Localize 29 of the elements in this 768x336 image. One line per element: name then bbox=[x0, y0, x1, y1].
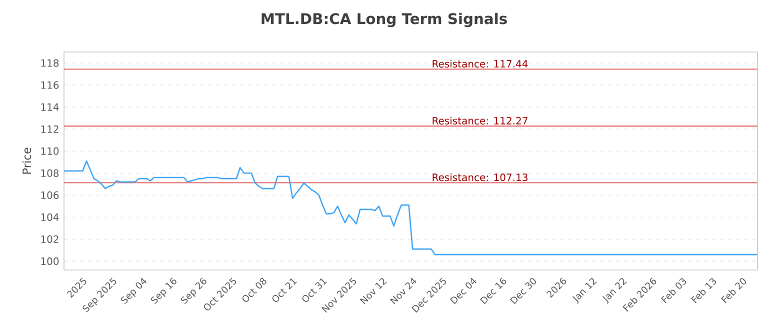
ref-line-label: Resistance: 117.44 bbox=[432, 60, 528, 68]
x-tick-label: Jan 22 bbox=[602, 278, 627, 304]
y-tick-label: 114 bbox=[41, 103, 59, 111]
y-tick-label: 116 bbox=[41, 81, 59, 89]
x-tick-label: Oct 21 bbox=[272, 278, 297, 302]
x-tick-label: Feb 03 bbox=[661, 278, 686, 304]
y-tick-label: 108 bbox=[41, 169, 59, 177]
x-tick-label: Sep 26 bbox=[180, 278, 206, 304]
x-tick-label: Jan 12 bbox=[572, 278, 597, 304]
ref-line-label: Resistance: 112.27 bbox=[432, 116, 528, 125]
x-tick-label: Oct 31 bbox=[302, 278, 327, 302]
x-tick-label: Dec 30 bbox=[510, 278, 536, 304]
x-tick-label: Oct 08 bbox=[242, 278, 266, 302]
x-tick-label: Sep 04 bbox=[121, 278, 147, 304]
chart-title: MTL.DB:CA Long Term Signals bbox=[262, 12, 507, 28]
x-tick-label: Feb 20 bbox=[721, 278, 746, 304]
x-tick-label: Dec 04 bbox=[450, 278, 476, 304]
y-tick-label: 110 bbox=[41, 147, 59, 155]
x-tick-label: Feb 13 bbox=[691, 278, 716, 304]
y-tick-label: 104 bbox=[41, 213, 59, 221]
x-tick-label: Dec 16 bbox=[480, 278, 506, 304]
y-axis-title: Price bbox=[22, 148, 32, 174]
y-tick-label: 112 bbox=[41, 125, 58, 133]
y-tick-label: 106 bbox=[41, 191, 59, 199]
x-tick-label: Sep 16 bbox=[151, 278, 176, 304]
y-tick-label: 118 bbox=[41, 59, 59, 67]
y-tick-label: 100 bbox=[41, 257, 59, 265]
ref-line-label: Resistance: 107.13 bbox=[432, 173, 528, 182]
y-tick-label: 102 bbox=[41, 235, 58, 243]
